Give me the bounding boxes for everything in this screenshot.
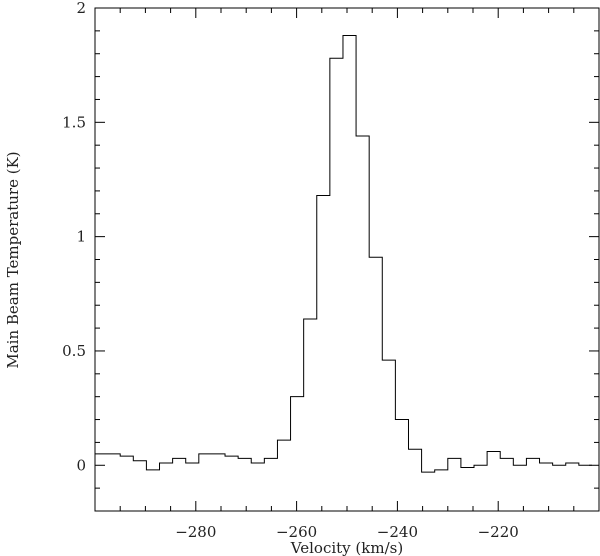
y-axis-label: Main Beam Temperature (K): [4, 151, 22, 368]
x-tick-label: −260: [276, 523, 317, 541]
x-tick-label: −240: [377, 523, 418, 541]
spectrum-series-line: [95, 34, 592, 473]
y-tick-label: 1.5: [62, 113, 86, 131]
x-axis-ticks: [94, 8, 600, 511]
y-axis-tick-labels: 0 0.5 1 1.5 2: [62, 0, 86, 474]
y-tick-label: 0: [76, 456, 86, 474]
y-tick-label: 0.5: [62, 342, 86, 360]
plot-frame: [94, 7, 600, 512]
x-tick-label: −280: [175, 523, 216, 541]
y-axis-ticks: [95, 7, 599, 512]
x-tick-label: −220: [478, 523, 519, 541]
x-axis-tick-labels: −280 −260 −240 −220: [175, 523, 519, 541]
x-axis-label: Velocity (km/s): [290, 539, 403, 556]
y-tick-label: 2: [76, 0, 86, 17]
y-tick-label: 1: [76, 228, 86, 246]
